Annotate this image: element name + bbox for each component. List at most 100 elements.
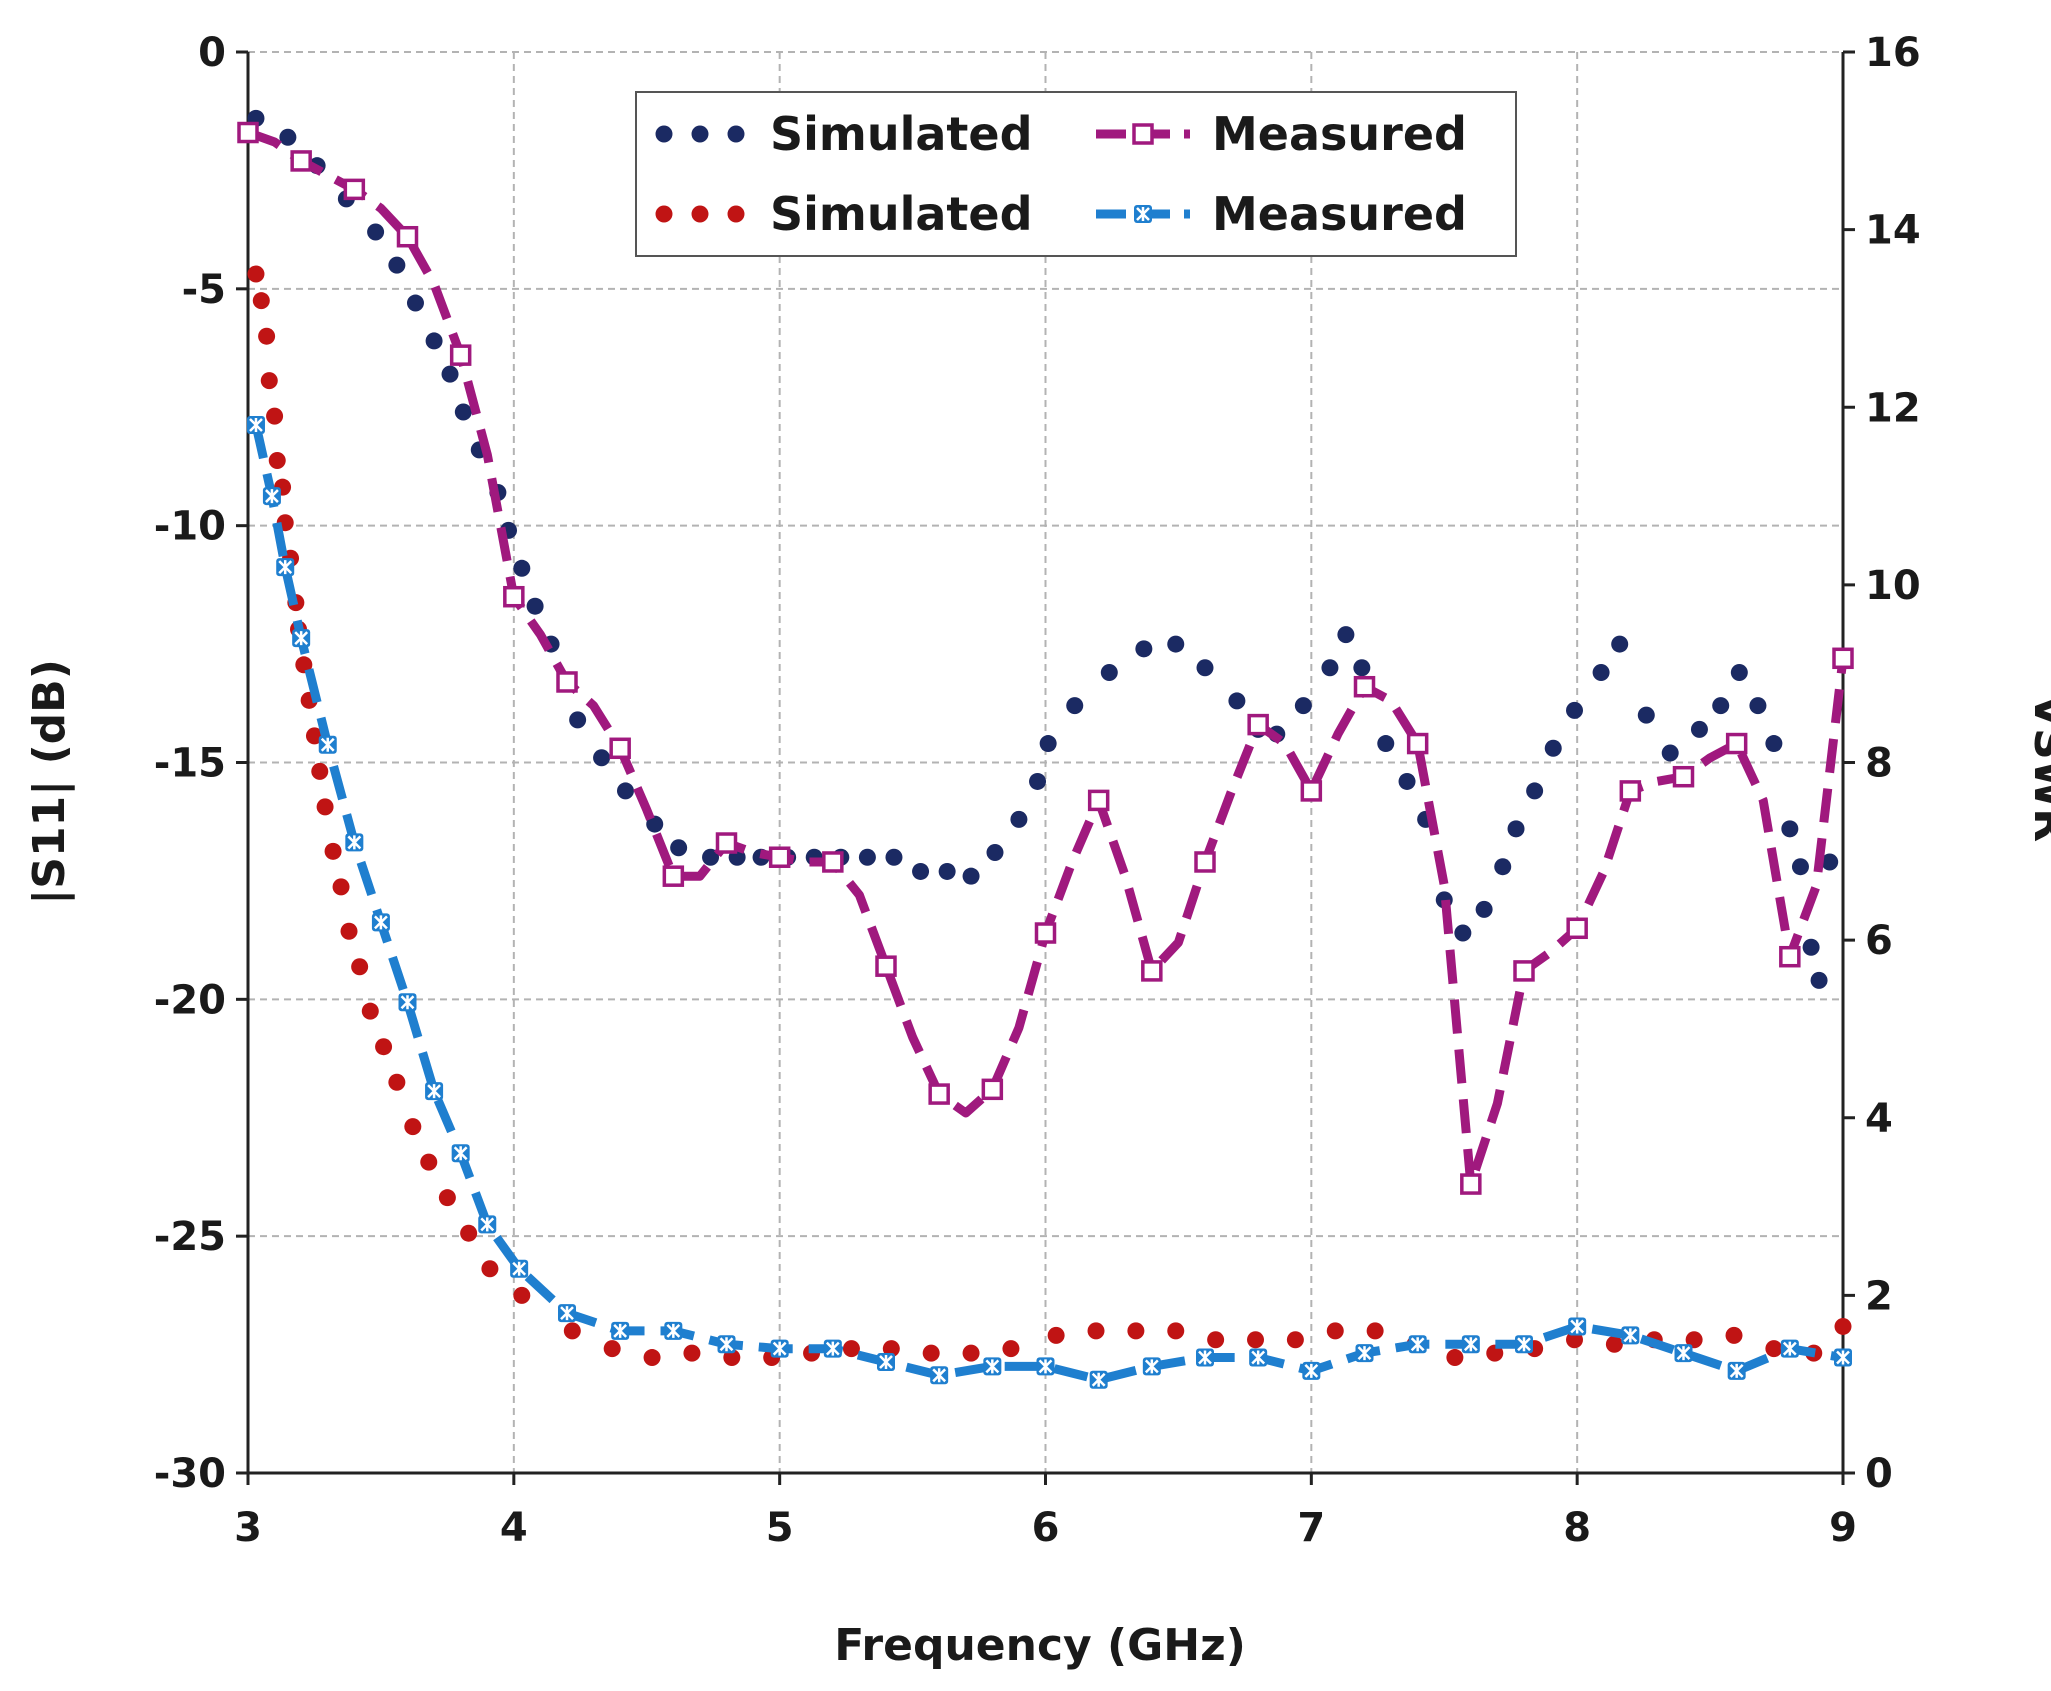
y2-tick-label: 16 — [1865, 30, 1921, 76]
legend-marker — [1132, 123, 1154, 145]
data-point — [683, 1344, 701, 1362]
marker-star — [1517, 1337, 1531, 1352]
data-point — [1725, 1326, 1743, 1344]
data-point — [1674, 1344, 1693, 1363]
data-point — [1127, 1322, 1145, 1340]
axis-labels: Frequency (GHz) |S11| (dB) VSWR — [24, 659, 2051, 1671]
data-point — [1460, 1173, 1482, 1195]
data-point — [882, 1340, 900, 1358]
data-point — [1791, 858, 1809, 876]
data-point — [1544, 739, 1562, 757]
marker-star — [1463, 1337, 1478, 1352]
data-point — [1661, 744, 1679, 762]
y-tick-label: 0 — [198, 30, 226, 76]
data-point — [1672, 765, 1695, 788]
data-point — [1228, 692, 1246, 710]
data-point — [343, 178, 366, 201]
data-point — [1486, 1344, 1504, 1362]
marker-star — [1144, 1359, 1159, 1374]
data-point — [1475, 900, 1493, 918]
marker-star — [249, 418, 263, 433]
data-point — [1712, 697, 1730, 715]
data-point — [1637, 706, 1655, 724]
data-point — [1066, 697, 1084, 715]
data-point — [1765, 1340, 1783, 1358]
data-point — [1167, 635, 1185, 653]
data-point — [478, 1215, 497, 1234]
marker-star — [1729, 1363, 1744, 1378]
marker-star — [1198, 1350, 1212, 1365]
marker-star — [427, 1084, 441, 1099]
data-point — [1810, 971, 1828, 989]
x-tick-label: 8 — [1563, 1505, 1591, 1551]
data-point — [1194, 851, 1216, 873]
data-point — [237, 121, 259, 144]
data-point — [513, 1286, 531, 1304]
legend-entry-2: Simulated — [655, 187, 1033, 241]
data-point — [1141, 960, 1163, 982]
data-point — [324, 842, 342, 860]
marker-star — [1410, 1337, 1425, 1352]
data-point — [643, 1349, 661, 1367]
data-point — [1398, 772, 1416, 790]
data-point — [962, 1344, 980, 1362]
data-point — [526, 597, 544, 615]
legend: Simulated Measured Simulated Measured — [635, 91, 1517, 257]
data-point — [361, 1002, 379, 1020]
data-point — [396, 225, 419, 248]
data-point — [1247, 1331, 1265, 1349]
data-point — [510, 1259, 529, 1278]
data-point — [1690, 720, 1708, 738]
legend-dot — [691, 205, 709, 223]
data-point — [1832, 647, 1854, 670]
data-point — [1461, 1335, 1480, 1354]
data-point — [938, 862, 956, 880]
data-point — [371, 913, 390, 932]
data-point — [351, 958, 369, 976]
data-point — [922, 1344, 940, 1362]
marker-star — [374, 915, 388, 930]
data-point — [1781, 820, 1799, 838]
data-point — [398, 993, 417, 1012]
marker-star — [512, 1261, 527, 1276]
data-point — [1821, 853, 1839, 871]
x-tick-label: 6 — [1032, 1505, 1060, 1551]
data-point — [1494, 858, 1512, 876]
data-point — [295, 656, 313, 674]
data-point — [1326, 1322, 1344, 1340]
data-point — [1337, 626, 1355, 644]
y2-axis-title: VSWR — [2024, 694, 2051, 842]
data-point — [290, 150, 312, 172]
data-point — [1036, 1357, 1055, 1376]
data-point — [460, 1224, 478, 1242]
marker-star — [480, 1217, 495, 1232]
y2-tick-label: 2 — [1865, 1273, 1893, 1319]
y2-tick-label: 4 — [1865, 1096, 1893, 1142]
data-point — [388, 256, 406, 274]
marker-star — [347, 835, 362, 850]
data-point — [340, 922, 358, 940]
y2-tick-label: 14 — [1865, 208, 1921, 254]
marker-star — [985, 1359, 1000, 1374]
data-point — [404, 1118, 422, 1136]
data-point — [616, 782, 634, 800]
data-point — [1087, 789, 1110, 812]
data-point — [1779, 945, 1801, 968]
data-point — [1196, 659, 1214, 677]
data-point — [1780, 1339, 1799, 1358]
data-point — [1568, 1317, 1587, 1336]
data-point — [1207, 1331, 1225, 1349]
data-point — [1355, 1344, 1374, 1363]
data-point — [268, 452, 286, 470]
marker-star — [320, 737, 335, 752]
data-point — [441, 365, 459, 383]
legend-dot — [655, 125, 673, 143]
data-point — [279, 128, 297, 146]
data-point — [1621, 1326, 1640, 1345]
data-point — [877, 1352, 895, 1371]
data-point — [1142, 1357, 1161, 1376]
y-tick-label: -5 — [182, 267, 226, 313]
series-layer — [237, 109, 1854, 1389]
